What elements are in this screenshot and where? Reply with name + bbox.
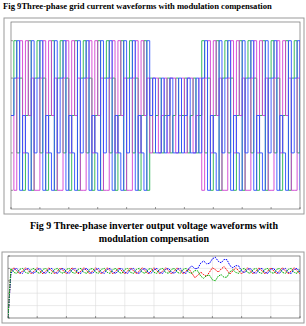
x-tick [39, 207, 40, 209]
series-line [11, 41, 300, 191]
x-tick [270, 316, 271, 318]
x-tick [184, 207, 185, 209]
x-tick [154, 316, 155, 318]
y-tick [8, 268, 10, 269]
x-tick [66, 316, 67, 318]
grid-line [8, 293, 300, 294]
data-group [11, 41, 300, 191]
x-tick [241, 316, 242, 318]
x-tick [97, 207, 98, 209]
series-line [11, 41, 300, 191]
grid-line [183, 256, 184, 318]
figure-caption: Fig 9Three-phase grid current waveforms … [3, 1, 303, 13]
grid-line [95, 256, 96, 318]
y-tick [11, 190, 13, 191]
grid-line [154, 256, 155, 318]
x-tick [242, 207, 243, 209]
x-tick [271, 207, 272, 209]
x-tick [300, 316, 301, 318]
y-tick [11, 40, 13, 41]
series-line [11, 41, 300, 191]
x-tick [37, 316, 38, 318]
grid-line [270, 256, 271, 318]
plot-area [11, 22, 300, 209]
grid-line [124, 256, 125, 318]
plot-area [8, 256, 300, 318]
x-tick [95, 316, 96, 318]
y-tick [8, 280, 10, 281]
series-line [8, 268, 300, 318]
figure-frame [4, 18, 304, 214]
x-tick [183, 316, 184, 318]
chart-0 [4, 18, 304, 214]
grid-line [212, 256, 213, 318]
chart-1 [2, 252, 304, 323]
y-tick [8, 256, 10, 257]
x-tick [11, 207, 12, 209]
figure-frame [2, 252, 304, 323]
x-tick [124, 316, 125, 318]
series-line [8, 257, 300, 318]
grid-line [241, 256, 242, 318]
x-tick [212, 316, 213, 318]
grid-line [8, 305, 300, 306]
x-tick [68, 207, 69, 209]
series-line [8, 267, 300, 318]
grid-line [66, 256, 67, 318]
x-tick [300, 207, 301, 209]
y-tick [11, 78, 13, 79]
figure-caption: Fig 9 Three-phase inverter output voltag… [8, 219, 300, 245]
y-tick [11, 152, 13, 153]
x-tick [213, 207, 214, 209]
grid-line [37, 256, 38, 318]
x-tick [126, 207, 127, 209]
x-tick [155, 207, 156, 209]
grid-line [8, 280, 300, 281]
figure-canvas [0, 0, 306, 326]
data-group [8, 257, 300, 318]
